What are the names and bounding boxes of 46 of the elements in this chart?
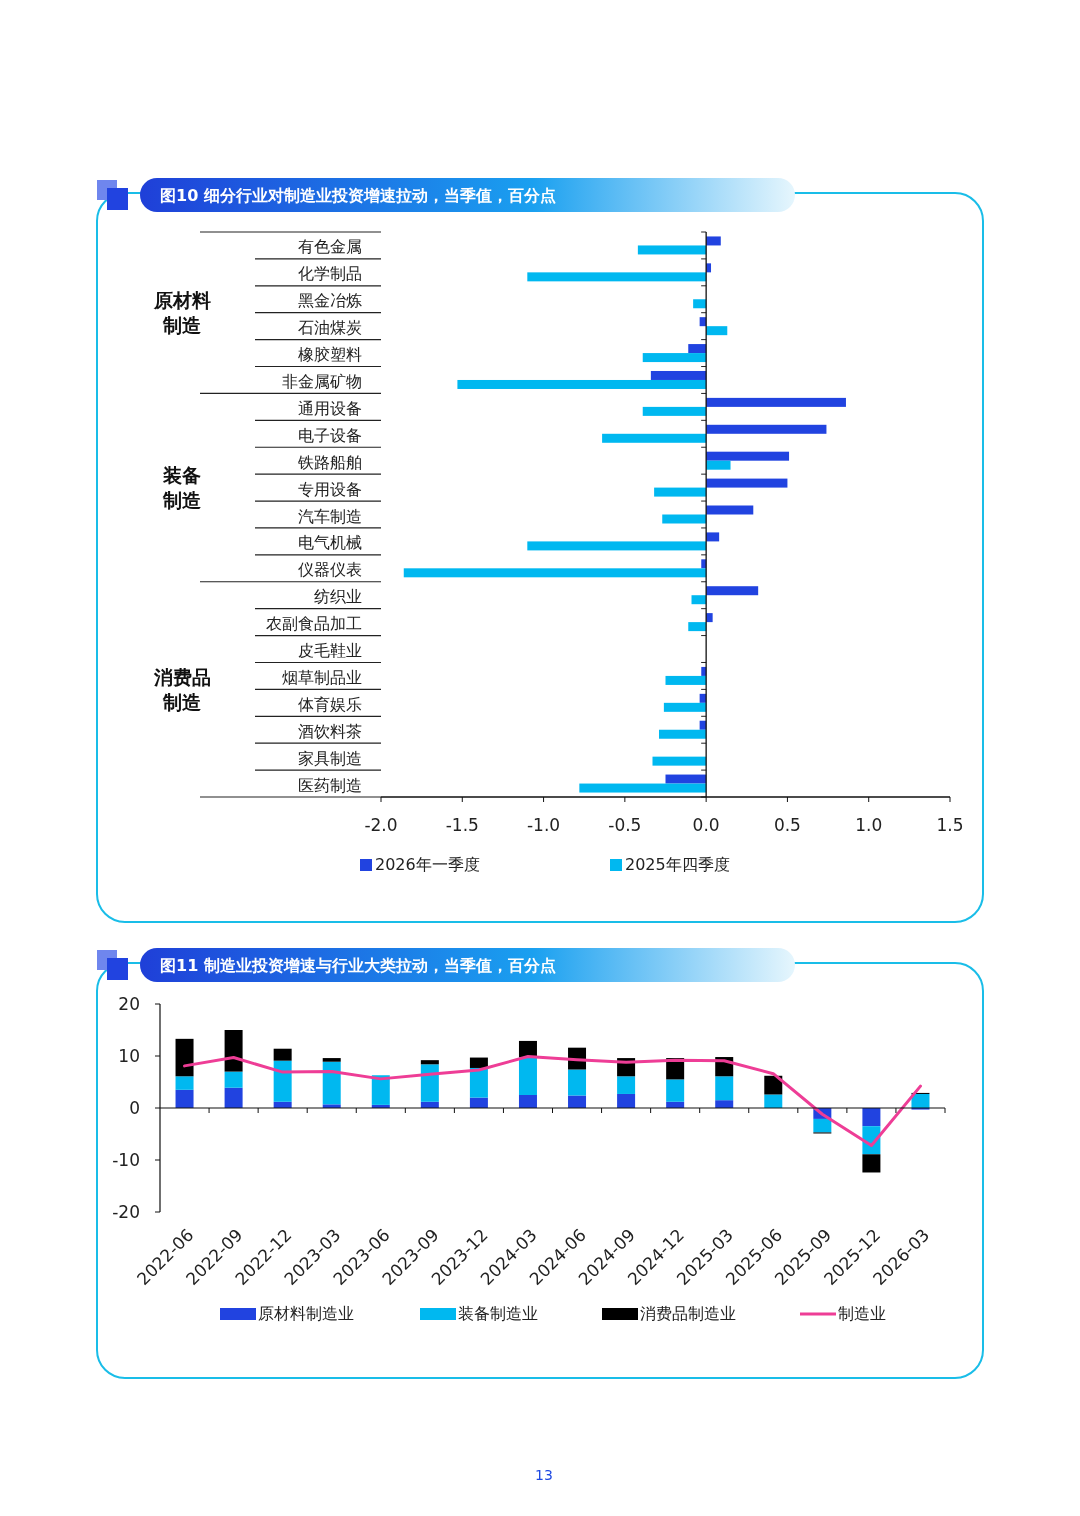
y-tick-label: 烟草制品业 xyxy=(282,667,362,687)
x-tick-label: -2.0 xyxy=(364,815,398,835)
text: 原材料制造 xyxy=(152,289,211,337)
y-tick-label: 10 xyxy=(118,1046,140,1066)
y-tick-label: 石油煤炭 xyxy=(298,318,362,338)
x-tick-label: 1.0 xyxy=(855,815,883,835)
y-tick-label: 橡胶塑料 xyxy=(298,345,362,365)
y-tick-label: 汽车制造 xyxy=(298,506,362,526)
y-tick-label: -10 xyxy=(112,1150,140,1170)
y-tick-label: 酒饮料茶 xyxy=(298,721,362,741)
x-tick-label: -1.0 xyxy=(526,815,561,835)
chart-title: 图10 细分行业对制造业投资增速拉动，当季值，百分点 xyxy=(160,186,556,205)
legend-label: 2025年四季度 xyxy=(625,855,730,874)
y-tick-label: 医药制造 xyxy=(298,775,362,795)
legend-label: 装备制造业 xyxy=(458,1304,538,1323)
y-tick-label: 通用设备 xyxy=(298,398,362,418)
text: 装备制造 xyxy=(162,464,202,512)
y-tick-label: 黑金冶炼 xyxy=(298,291,362,311)
y-tick-label: 纺织业 xyxy=(314,587,362,607)
x-tick-label: -0.5 xyxy=(608,815,642,835)
x-tick-label: 1.5 xyxy=(936,815,964,835)
y-tick-label: 家具制造 xyxy=(298,748,362,768)
y-tick-label: 铁路船舶 xyxy=(297,452,362,472)
legend-label: 消费品制造业 xyxy=(640,1304,736,1323)
x-tick-label: 0.5 xyxy=(773,815,801,835)
y-tick-label: 电子设备 xyxy=(298,425,362,445)
y-tick-label: 有色金属 xyxy=(298,237,362,257)
x-tick-label: -1.5 xyxy=(445,815,479,835)
chart-title: 图11 制造业投资增速与行业大类拉动，当季值，百分点 xyxy=(160,956,556,975)
legend-label: 2026年一季度 xyxy=(375,855,480,874)
y-tick-label: 20 xyxy=(118,994,140,1014)
y-tick-label: 仪器仪表 xyxy=(298,560,362,580)
legend-label: 原材料制造业 xyxy=(258,1304,354,1323)
x-tick-label: 0.0 xyxy=(692,815,720,835)
y-tick-label: 专用设备 xyxy=(298,479,362,499)
y-tick-label: 非金属矿物 xyxy=(282,371,362,391)
y-tick-label: 电气机械 xyxy=(298,533,362,553)
text: 消费品制造 xyxy=(152,665,211,713)
y-tick-label: 皮毛鞋业 xyxy=(298,641,362,661)
legend-label: 制造业 xyxy=(838,1304,886,1323)
y-tick-label: 化学制品 xyxy=(298,264,362,284)
y-tick-label: 农副食品加工 xyxy=(266,614,362,634)
y-tick-label: 0 xyxy=(129,1098,140,1118)
y-tick-label: 体育娱乐 xyxy=(298,694,362,714)
text: 13 xyxy=(535,1467,553,1483)
y-tick-label: -20 xyxy=(112,1202,140,1222)
